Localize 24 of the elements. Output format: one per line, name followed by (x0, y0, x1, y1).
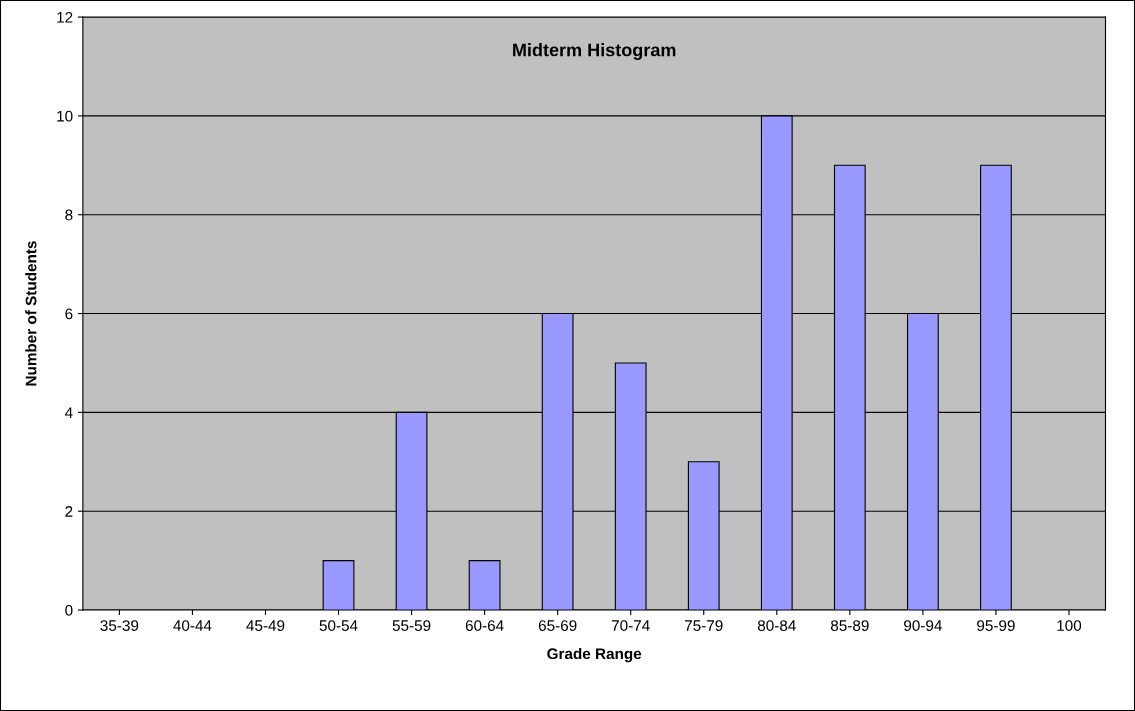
y-tick-label: 4 (64, 407, 73, 418)
y-tick-label: 12 (57, 11, 73, 23)
x-tick-label: 45-49 (246, 620, 285, 631)
x-tick-label: 85-89 (830, 620, 869, 631)
y-tick-label: 8 (65, 209, 73, 221)
x-tick-label: 100 (1057, 620, 1082, 631)
y-tick-label: 2 (65, 506, 73, 517)
x-tick-label: 35-39 (100, 620, 139, 631)
x-tick-label: 95-99 (977, 620, 1015, 631)
x-axis-title: Grade Range (547, 647, 642, 663)
text: Midterm Histogram (513, 43, 676, 60)
x-tick-label: 60-64 (465, 620, 504, 631)
x-tick-label: 55-59 (392, 620, 431, 631)
x-tick-label: 75-79 (684, 620, 723, 631)
y-axis-title: Number of Students (25, 241, 37, 386)
x-tick-label: 90-94 (904, 620, 942, 631)
x-tick-label: 40-44 (173, 620, 212, 631)
x-tick-label: 80-84 (757, 620, 796, 631)
y-tick-label: 10 (57, 110, 73, 122)
x-tick-label: 65-69 (538, 620, 577, 631)
y-tick-label: 0 (65, 604, 73, 616)
y-tick-label: 6 (65, 308, 73, 320)
x-tick-label: 50-54 (319, 620, 358, 631)
x-tick-label: 70-74 (611, 620, 650, 631)
